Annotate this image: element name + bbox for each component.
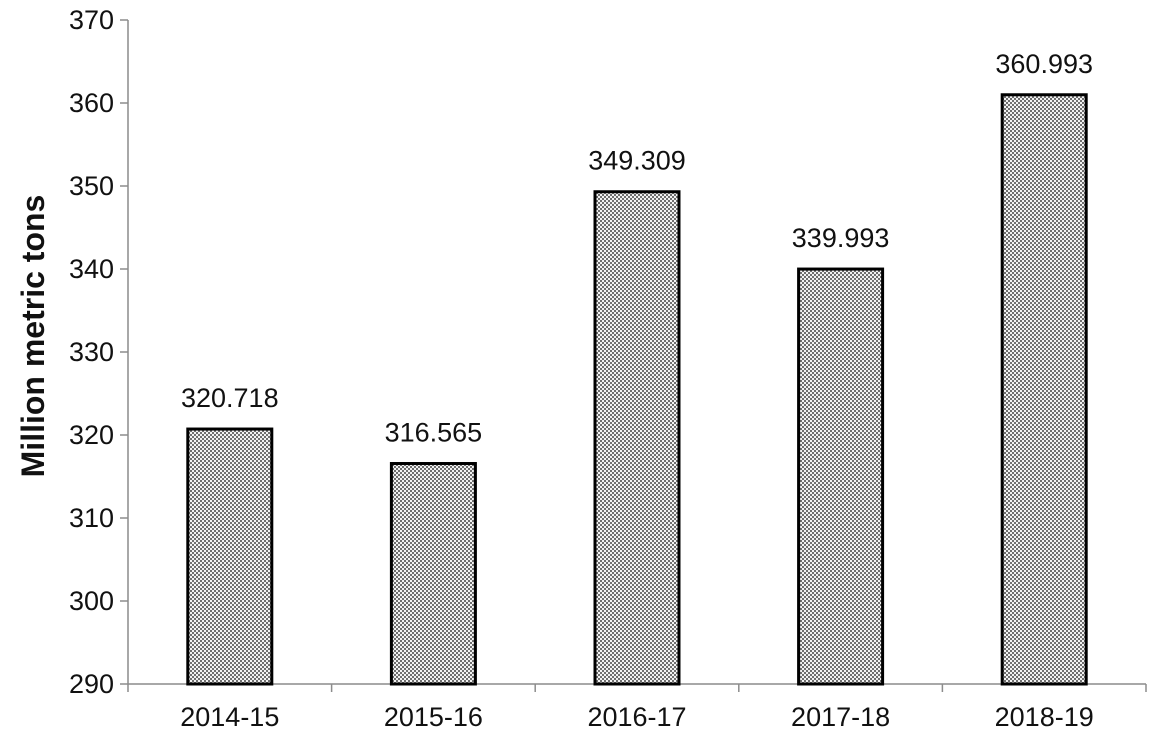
y-tick-label: 360 [69, 88, 114, 118]
y-tick-label: 340 [69, 254, 114, 284]
bar-2018-19 [1000, 93, 1088, 686]
data-label: 360.993 [995, 49, 1093, 79]
y-tick-label: 300 [69, 586, 114, 616]
data-labels: 320.718 316.565 349.309 339.993 360.993 [181, 49, 1093, 448]
x-tick-label: 2015-16 [384, 702, 483, 732]
y-tick-label: 370 [69, 5, 114, 35]
data-label: 320.718 [181, 383, 279, 413]
x-tick-label: 2016-17 [587, 702, 686, 732]
data-label: 316.565 [385, 418, 483, 448]
data-label: 339.993 [792, 223, 890, 253]
y-tick-label: 330 [69, 337, 114, 367]
data-label: 349.309 [588, 146, 686, 176]
y-tick-label: 310 [69, 503, 114, 533]
bar-2016-17 [593, 190, 681, 686]
x-axis: 2014-15 2015-16 2016-17 2017-18 2018-19 [127, 683, 1147, 732]
y-axis: 290 300 310 320 330 340 350 360 370 [69, 5, 129, 699]
y-tick-label: 320 [69, 420, 114, 450]
x-tick-label: 2018-19 [995, 702, 1094, 732]
x-tick-label: 2014-15 [180, 702, 279, 732]
bars [186, 93, 1088, 686]
x-tick-label: 2017-18 [791, 702, 890, 732]
y-tick-label: 290 [69, 669, 114, 699]
bar-2015-16 [389, 462, 477, 686]
bar-2014-15 [186, 427, 274, 686]
bar-2017-18 [797, 267, 885, 686]
y-tick-label: 350 [69, 171, 114, 201]
y-axis-title: Million metric tons [15, 195, 51, 478]
